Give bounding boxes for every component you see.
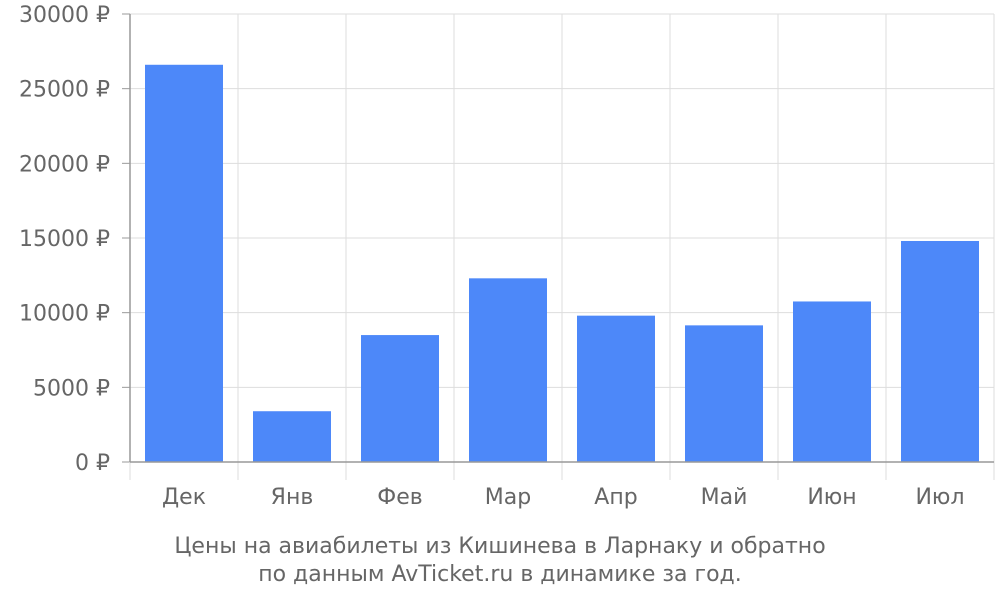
bar-Май [685, 325, 763, 462]
bar-Фев [361, 335, 439, 462]
bar-chart: 0 ₽ 5000 ₽ 10000 ₽ 15000 ₽ 20000 ₽ 25000 ₽ 300… [19, 3, 995, 510]
x-tick-label: Фев [377, 485, 422, 510]
x-tick-label: Янв [271, 485, 314, 510]
x-tick-label: Дек [162, 485, 206, 510]
y-tick-label: 25000 ₽ [19, 78, 110, 103]
bar-Июн [793, 301, 871, 462]
x-tick-label: Мар [485, 485, 531, 510]
bar-Дек [145, 64, 223, 463]
bar-Июл [901, 240, 979, 462]
y-tick-label: 30000 ₽ [19, 3, 110, 28]
bar-Апр [577, 315, 655, 462]
chart-caption-line-2: по данным AvTicket.ru в динамике за год. [258, 562, 742, 587]
y-tick-label: 5000 ₽ [33, 376, 110, 401]
y-tick-label: 20000 ₽ [19, 152, 110, 177]
y-tick-label: 10000 ₽ [19, 302, 110, 327]
x-tick-label: Май [701, 485, 748, 510]
bar-Мар [469, 278, 547, 462]
x-tick-label: Апр [594, 485, 637, 510]
bar-Янв [253, 411, 331, 462]
y-tick-label: 15000 ₽ [19, 227, 110, 252]
chart-caption-line-1: Цены на авиабилеты из Кишинева в Ларнаку… [174, 534, 826, 559]
y-tick-label: 0 ₽ [75, 451, 110, 476]
x-tick-label: Июн [807, 485, 856, 510]
x-tick-label: Июл [915, 485, 964, 510]
